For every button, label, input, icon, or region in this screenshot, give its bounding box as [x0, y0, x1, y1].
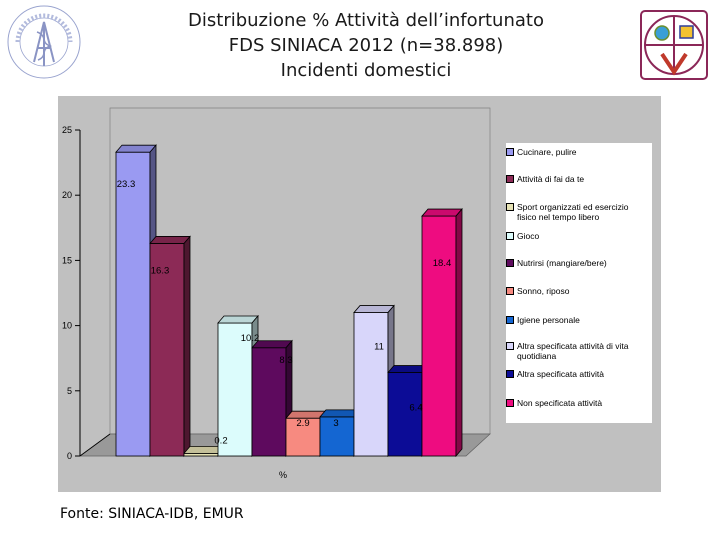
- y-tick-label: 15: [62, 255, 72, 265]
- data-label: 6.4: [409, 403, 422, 414]
- bar-front: [319, 416, 355, 457]
- legend-label: Non specificata attività: [517, 398, 603, 408]
- bar-top: [421, 208, 463, 217]
- data-label: 2.9: [296, 418, 309, 429]
- bar-series: [115, 144, 463, 458]
- data-label: 18.4: [433, 258, 452, 269]
- emur-badge-logo: [640, 10, 708, 80]
- data-label: 23.3: [117, 179, 136, 190]
- bar-side: [455, 207, 463, 458]
- y-axis-depth-line: [79, 433, 111, 457]
- data-label: 0.2: [214, 435, 227, 446]
- bar-front: [285, 417, 321, 457]
- data-label: 11: [374, 342, 384, 353]
- bar-front: [353, 312, 389, 457]
- legend-label: Cucinare, pulire: [517, 147, 577, 157]
- legend-swatch: [506, 399, 514, 407]
- chart-title: Distribuzione % Attività dell’infortunat…: [0, 8, 720, 83]
- legend-swatch: [506, 148, 514, 156]
- legend-label: Sonno, riposo: [517, 286, 570, 296]
- legend-swatch: [506, 316, 514, 324]
- data-label: 3: [333, 418, 338, 429]
- y-tick-label: 10: [62, 321, 72, 331]
- y-tick-label: 5: [67, 386, 72, 396]
- legend-label: Nutrirsi (mangiare/bere): [517, 258, 607, 268]
- y-tick-label: 20: [62, 190, 72, 200]
- source-note: Fonte: SINIACA-IDB, EMUR: [60, 506, 244, 522]
- bar-side: [183, 235, 191, 458]
- bar-top: [149, 236, 191, 244]
- bar-front: [387, 372, 423, 457]
- bar-front: [421, 215, 457, 457]
- y-tick-label: 25: [62, 125, 72, 135]
- y-tick-label: 0: [67, 451, 72, 461]
- y-axis: 0 5 10 15 20 25: [62, 125, 111, 461]
- legend-label: Gioco: [517, 231, 540, 241]
- legend: [506, 143, 652, 423]
- legend-swatch: [506, 370, 514, 378]
- bar: [115, 144, 157, 458]
- legend-label: Altra specificata attività di vita quoti…: [517, 341, 629, 361]
- legend-label: Sport organizzati ed esercizio fisico ne…: [517, 202, 629, 222]
- bar-top: [115, 144, 157, 153]
- bar-top: [353, 305, 395, 313]
- legend-swatch: [506, 259, 514, 267]
- legend-swatch: [506, 287, 514, 295]
- x-axis-label: %: [279, 470, 287, 480]
- legend-swatch: [506, 203, 514, 211]
- bar-top: [217, 315, 259, 324]
- bar-front: [115, 151, 151, 457]
- bar: [149, 235, 191, 458]
- legend-swatch: [506, 175, 514, 183]
- data-labels: 23.3 16.3 0.2 10.2 8.3 2.9 3 11 6.4 18.4: [117, 179, 452, 446]
- bar-front: [149, 243, 185, 457]
- title-line-1: Distribuzione % Attività dell’infortunat…: [188, 10, 544, 31]
- legend-swatch: [506, 232, 514, 240]
- legend-swatch: [506, 342, 514, 350]
- data-label: 10.2: [241, 333, 260, 344]
- data-label: 16.3: [151, 265, 170, 276]
- emur-v-mark: [660, 52, 688, 76]
- legend-label: Altra specificata attività: [517, 369, 604, 379]
- iss-seal-logo: [7, 5, 81, 79]
- title-line-2: FDS SINIACA 2012 (n=38.898): [228, 35, 504, 56]
- title-line-3: Incidenti domestici: [280, 60, 452, 81]
- legend-label: Attività di fai da te: [517, 174, 585, 184]
- data-label: 8.3: [279, 355, 292, 366]
- legend-label: Igiene personale: [517, 315, 580, 325]
- bar: [421, 207, 463, 458]
